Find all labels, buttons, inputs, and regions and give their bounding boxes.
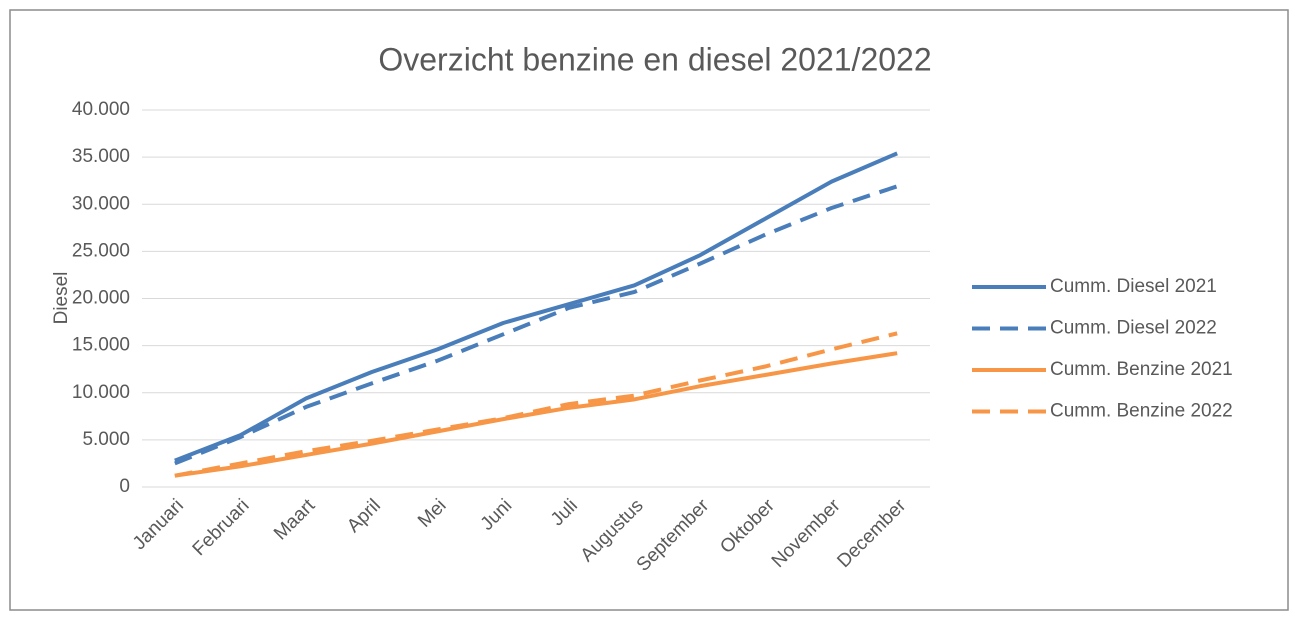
series-line	[174, 351, 898, 478]
y-tick-label: 25.000	[72, 240, 130, 261]
legend-label: Cumm. Benzine 2021	[1050, 359, 1233, 380]
legend-label: Cumm. Diesel 2021	[1050, 276, 1217, 297]
chart-title: Overzicht benzine en diesel 2021/2022	[378, 41, 931, 77]
legend-label: Cumm. Diesel 2022	[1050, 318, 1217, 339]
y-tick-label: 30.000	[72, 193, 130, 214]
y-tick-label: 35.000	[72, 146, 130, 167]
series-line	[174, 151, 898, 463]
y-tick-label: 20.000	[72, 288, 130, 309]
y-tick-label: 5.000	[82, 429, 130, 450]
y-tick-label: 15.000	[72, 335, 130, 356]
y-tick-label: 10.000	[72, 382, 130, 403]
legend-label: Cumm. Benzine 2022	[1050, 401, 1233, 422]
y-tick-label: 0	[119, 476, 130, 497]
y-axis-label: Diesel	[51, 272, 72, 325]
series-line	[174, 184, 898, 466]
chart-border	[9, 9, 1289, 611]
y-tick-label: 40.000	[72, 99, 130, 120]
series-line	[174, 331, 898, 478]
